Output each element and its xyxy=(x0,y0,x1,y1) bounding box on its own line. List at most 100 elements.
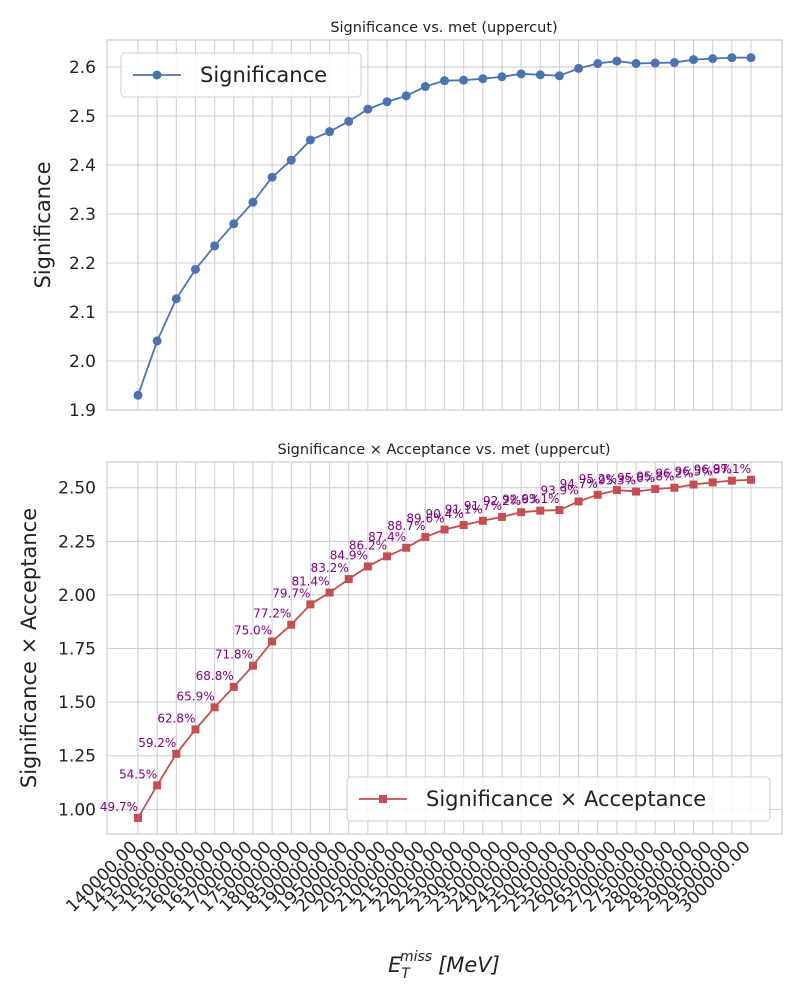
acceptance-label: 90.4% xyxy=(426,507,464,521)
data-point xyxy=(133,390,143,400)
data-point xyxy=(708,54,718,64)
acceptance-label: 94.7% xyxy=(560,477,598,491)
acceptance-label: 79.7% xyxy=(272,586,310,600)
data-point xyxy=(190,264,200,274)
data-point xyxy=(344,116,354,126)
acceptance-label: 71.8% xyxy=(215,648,253,662)
data-point xyxy=(268,637,277,646)
data-point xyxy=(535,70,545,80)
y-tick-label: 2.5 xyxy=(69,107,96,127)
data-point xyxy=(747,475,755,484)
data-point xyxy=(554,71,564,81)
data-point xyxy=(478,516,487,525)
bottom-y-axis-label: Significance × Acceptance xyxy=(17,508,41,788)
top-axes-frame xyxy=(106,39,783,411)
acceptance-label: 84.9% xyxy=(330,548,368,562)
data-point xyxy=(210,703,219,712)
top-chart-title: Significance vs. met (uppercut) xyxy=(330,20,557,36)
acceptance-label: 49.7% xyxy=(100,800,138,814)
data-point xyxy=(229,682,238,691)
acceptance-label: 93.9% xyxy=(540,483,578,497)
bottom-chart-title: Significance × Acceptance vs. met (upper… xyxy=(277,442,610,458)
acceptance-label: 95.6% xyxy=(617,471,655,485)
data-point xyxy=(363,562,372,571)
y-tick-label: 1.9 xyxy=(69,401,96,421)
data-point xyxy=(670,483,679,492)
significance-acceptance-panel: Significance × Acceptance vs. met (upper… xyxy=(17,442,783,982)
acceptance-label: 95.3% xyxy=(598,474,636,488)
acceptance-label: 68.8% xyxy=(196,669,234,683)
data-point xyxy=(306,600,315,609)
data-point xyxy=(689,480,698,489)
data-point xyxy=(152,336,162,346)
data-point xyxy=(153,781,162,790)
data-point xyxy=(612,486,621,495)
y-tick-label: 1.00 xyxy=(58,800,96,820)
bottom-legend-box xyxy=(346,776,771,822)
data-point xyxy=(421,533,430,542)
acceptance-label: 89.6% xyxy=(406,512,444,526)
top-legend: Significance xyxy=(120,52,362,98)
data-point xyxy=(383,552,392,561)
acceptance-label: 97.1% xyxy=(713,462,751,476)
data-point xyxy=(440,525,449,534)
y-tick-label: 2.6 xyxy=(69,58,96,78)
top-y-ticks: 1.9 2.0 2.1 2.2 2.3 2.4 2.5 2.6 xyxy=(69,58,96,421)
acceptance-label: 95.2% xyxy=(579,472,617,486)
acceptance-label: 96.2% xyxy=(655,467,693,481)
data-point xyxy=(555,506,564,515)
significance-panel: Significance vs. met (uppercut) 1.9 2.0 2.… xyxy=(31,20,783,421)
bottom-y-ticks: 1.00 1.25 1.50 1.75 2.00 2.25 2.50 xyxy=(58,479,96,821)
acceptance-annotations: 49.7% 54.5% 59.2% 62.8% 65.9% 68.8% 71.8% 75.0%… xyxy=(100,462,751,814)
acceptance-label: 75.0% xyxy=(234,623,272,637)
data-point xyxy=(689,55,699,65)
data-point xyxy=(286,155,296,165)
data-point xyxy=(536,506,545,515)
x-axis-label-sub: T xyxy=(401,966,411,982)
data-point xyxy=(651,485,660,494)
data-point xyxy=(478,74,488,84)
y-tick-label: 1.25 xyxy=(58,747,96,767)
data-point xyxy=(497,512,506,521)
significance-series xyxy=(133,53,756,400)
x-axis-label: ETmiss [MeV] xyxy=(388,949,500,982)
x-axis-label-sup: miss xyxy=(400,949,432,965)
data-point xyxy=(325,588,334,597)
top-legend-box xyxy=(120,52,362,98)
y-tick-label: 2.00 xyxy=(58,586,96,606)
y-tick-label: 2.2 xyxy=(69,254,96,274)
bottom-axes-frame xyxy=(106,461,783,835)
data-point xyxy=(229,219,239,229)
y-tick-label: 1.75 xyxy=(58,640,96,660)
acceptance-label: 91.7% xyxy=(464,499,502,513)
bottom-legend-label: Significance × Acceptance xyxy=(426,787,706,811)
y-tick-label: 2.1 xyxy=(69,303,96,323)
y-tick-label: 2.3 xyxy=(69,205,96,225)
x-axis-label-main: E xyxy=(388,953,402,977)
data-point xyxy=(574,63,584,73)
acceptance-label: 62.8% xyxy=(157,711,195,725)
data-point xyxy=(593,490,602,499)
data-point xyxy=(517,508,526,517)
data-point xyxy=(516,69,526,79)
data-point xyxy=(669,58,679,68)
data-point xyxy=(344,575,353,584)
acceptance-label: 96.8% xyxy=(694,463,732,477)
data-point xyxy=(440,76,449,86)
acceptance-label: 92.6% xyxy=(502,493,540,507)
data-point xyxy=(420,82,430,92)
data-point xyxy=(248,661,257,670)
top-grid xyxy=(107,40,782,411)
acceptance-label: 87.4% xyxy=(368,530,406,544)
acceptance-label: 91.1% xyxy=(445,503,483,517)
data-point xyxy=(708,478,717,487)
data-point xyxy=(248,197,258,207)
significance-acceptance-series xyxy=(134,475,755,822)
data-point xyxy=(382,97,392,107)
top-legend-marker xyxy=(152,70,162,80)
data-point xyxy=(574,497,583,506)
data-point xyxy=(746,53,756,63)
data-point xyxy=(363,104,373,114)
data-point xyxy=(727,53,737,63)
data-point xyxy=(171,294,181,304)
